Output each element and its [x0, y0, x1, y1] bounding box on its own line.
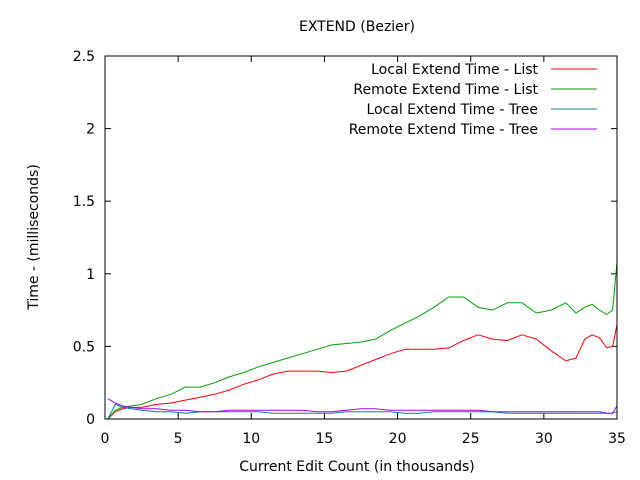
x-tick-label: 30	[535, 431, 553, 447]
x-tick-label: 25	[462, 431, 480, 447]
series-lines	[107, 262, 618, 420]
legend-label-4: Remote Extend Time - Tree	[349, 122, 538, 138]
legend-label-2: Remote Extend Time - List	[353, 82, 538, 98]
x-tick-label: 20	[389, 431, 407, 447]
x-tick-label: 5	[174, 431, 183, 447]
chart-title: EXTEND (Bezier)	[299, 19, 415, 35]
series-line-2	[107, 262, 618, 420]
y-tick-label: 2	[86, 122, 95, 138]
x-tick-label: 10	[242, 431, 260, 447]
y-tick-label: 2.5	[73, 49, 95, 65]
y-tick-label: 0.5	[73, 339, 95, 355]
series-line-4	[107, 398, 618, 414]
y-tick-label: 0	[86, 412, 95, 428]
x-tick-label: 0	[101, 431, 110, 447]
x-tick-label: 35	[608, 431, 626, 447]
plot-frame	[104, 55, 618, 420]
legend-label-1: Local Extend Time - List	[371, 62, 538, 78]
y-tick-label: 1.5	[73, 194, 95, 210]
axis-ticks: 0 5 10 15 20 25 30 35 0 0.5 1 1.5 2 2.5	[73, 49, 626, 447]
series-line-1	[107, 324, 618, 420]
x-tick-label: 15	[316, 431, 334, 447]
y-tick-label: 1	[86, 267, 95, 283]
y-axis-label: Time - (milliseconds)	[26, 164, 42, 311]
x-axis-label: Current Edit Count (in thousands)	[239, 459, 474, 475]
series-line-3	[107, 404, 618, 420]
legend: Local Extend Time - List Remote Extend Ti…	[349, 62, 597, 138]
legend-label-3: Local Extend Time - Tree	[366, 102, 538, 118]
